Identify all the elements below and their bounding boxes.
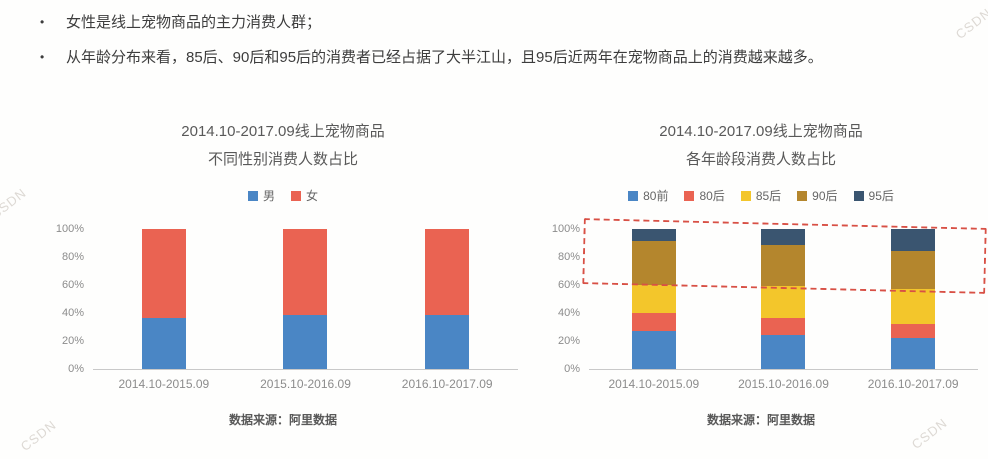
bar-segment-90后: [631, 241, 676, 285]
legend-swatch-icon: [684, 190, 695, 201]
chart-legend: 80前 80后 85后 90后 95后: [544, 189, 978, 203]
plot-row: 0% 20% 40% 60% 80% 100%: [48, 223, 518, 375]
bullet-dot-icon: •: [40, 15, 45, 29]
legend-item-80前: 80前: [628, 187, 668, 204]
age-share-chart: 2014.10-2017.09线上宠物商品 各年龄段消费人数占比 80前 80后 8…: [544, 118, 987, 428]
legend-swatch-icon: [628, 190, 639, 201]
x-tick-label: 2016.10-2017.09: [867, 376, 959, 391]
bar-segment-85后: [891, 288, 936, 324]
y-tick-label: 40%: [557, 306, 580, 319]
y-tick-label: 20%: [557, 334, 580, 347]
bar-segment-95后: [761, 228, 806, 246]
y-tick-label: 40%: [61, 306, 84, 319]
bullet-item: • 女性是线上宠物商品的主力消费人群；: [40, 12, 970, 33]
y-tick-label: 100%: [55, 222, 84, 235]
bar-segment-80后: [631, 312, 676, 331]
chart-title-line1: 2014.10-2017.09线上宠物商品: [181, 123, 385, 140]
bar-segment-男: [141, 318, 186, 369]
legend-label: 80后: [699, 189, 725, 203]
chart-title-line2: 各年龄段消费人数占比: [685, 150, 836, 168]
legend-item-男: 男: [247, 187, 275, 204]
bullet-text: 从年龄分布来看，85后、90后和95后的消费者已经占据了大半江山，且95后近两年…: [66, 49, 823, 66]
charts-row: 2014.10-2017.09线上宠物商品 不同性别消费人数占比 男女 0% 20…: [0, 118, 988, 428]
bar-segment-80后: [761, 318, 806, 335]
y-tick-label: 80%: [61, 250, 84, 263]
bullet-dot-icon: •: [40, 50, 45, 64]
chart-title-line2: 不同性别消费人数占比: [207, 150, 358, 168]
bar-segment-女: [425, 228, 470, 316]
bar-segment-女: [283, 228, 328, 316]
source-note: 数据来源：阿里数据: [228, 412, 337, 427]
bar-segment-80后: [891, 323, 936, 338]
source-note: 数据来源：阿里数据: [706, 412, 815, 427]
y-tick-label: 80%: [557, 250, 580, 263]
y-tick-label: 0%: [564, 362, 580, 375]
stacked-bar: [891, 228, 936, 369]
bullet-text: 女性是线上宠物商品的主力消费人群；: [66, 14, 322, 31]
y-axis: 0% 20% 40% 60% 80% 100%: [48, 223, 93, 375]
x-axis-labels: 2014.10-2015.09 2015.10-2016.09 2016.10-20…: [93, 377, 518, 391]
chart-title: 2014.10-2017.09线上宠物商品 各年龄段消费人数占比: [544, 118, 978, 174]
plot-row: 0% 20% 40% 60% 80% 100%: [544, 217, 987, 375]
legend-swatch-icon: [853, 190, 864, 201]
legend-item-95后: 95后: [853, 187, 894, 204]
y-axis: 0% 20% 40% 60% 80% 100%: [544, 223, 589, 375]
bar-segment-85后: [761, 285, 806, 319]
legend-label: 80前: [643, 189, 669, 203]
stacked-bar: [631, 228, 676, 369]
bullet-item: • 从年龄分布来看，85后、90后和95后的消费者已经占据了大半江山，且95后近…: [40, 47, 970, 68]
plot-area: [582, 217, 987, 370]
gender-share-chart: 2014.10-2017.09线上宠物商品 不同性别消费人数占比 男女 0% 20…: [48, 118, 518, 428]
summary-bullets: • 女性是线上宠物商品的主力消费人群； • 从年龄分布来看，85后、90后和95…: [0, 0, 988, 68]
plot-area: [93, 228, 518, 370]
bar-segment-女: [141, 228, 186, 319]
legend-item-80后: 80后: [684, 187, 725, 204]
bar-segment-95后: [631, 228, 676, 242]
stacked-bar: [761, 228, 806, 369]
x-tick-label: 2016.10-2017.09: [401, 376, 493, 391]
y-tick-label: 20%: [61, 334, 84, 347]
bar-segment-男: [283, 315, 328, 369]
y-tick-label: 60%: [557, 278, 580, 291]
y-tick-label: 100%: [551, 222, 580, 235]
legend-label: 男: [262, 189, 275, 203]
bar-segment-95后: [891, 228, 936, 251]
bar-segment-90后: [891, 250, 936, 289]
legend-label: 90后: [812, 189, 838, 203]
stacked-bar: [425, 228, 470, 369]
bar-segment-85后: [631, 284, 676, 313]
legend-swatch-icon: [247, 190, 258, 201]
legend-swatch-icon: [740, 190, 751, 201]
y-tick-label: 0%: [68, 362, 84, 375]
legend-item-女: 女: [291, 187, 318, 204]
x-axis-labels: 2014.10-2015.09 2015.10-2016.09 2016.10-20…: [589, 377, 978, 391]
bar-segment-80前: [631, 330, 676, 369]
legend-label: 85后: [755, 189, 782, 203]
legend-swatch-icon: [797, 190, 808, 201]
bar-segment-80前: [761, 334, 806, 369]
legend-item-90后: 90后: [797, 187, 838, 204]
x-tick-label: 2014.10-2015.09: [608, 376, 700, 391]
chart-title: 2014.10-2017.09线上宠物商品 不同性别消费人数占比: [48, 118, 518, 174]
bar-segment-90后: [761, 245, 806, 286]
bar-segment-男: [425, 315, 470, 369]
y-tick-label: 60%: [61, 278, 84, 291]
stacked-bar: [141, 228, 186, 369]
bar-segment-80前: [891, 337, 936, 369]
chart-title-line1: 2014.10-2017.09线上宠物商品: [659, 123, 863, 140]
legend-swatch-icon: [291, 190, 301, 201]
legend-label: 女: [306, 189, 319, 203]
x-tick-label: 2015.10-2016.09: [738, 376, 829, 391]
legend-item-85后: 85后: [740, 187, 782, 204]
legend-label: 95后: [868, 189, 894, 203]
stacked-bar: [283, 228, 328, 369]
x-tick-label: 2014.10-2015.09: [118, 376, 210, 391]
chart-legend: 男女: [48, 189, 518, 203]
x-tick-label: 2015.10-2016.09: [260, 376, 351, 391]
